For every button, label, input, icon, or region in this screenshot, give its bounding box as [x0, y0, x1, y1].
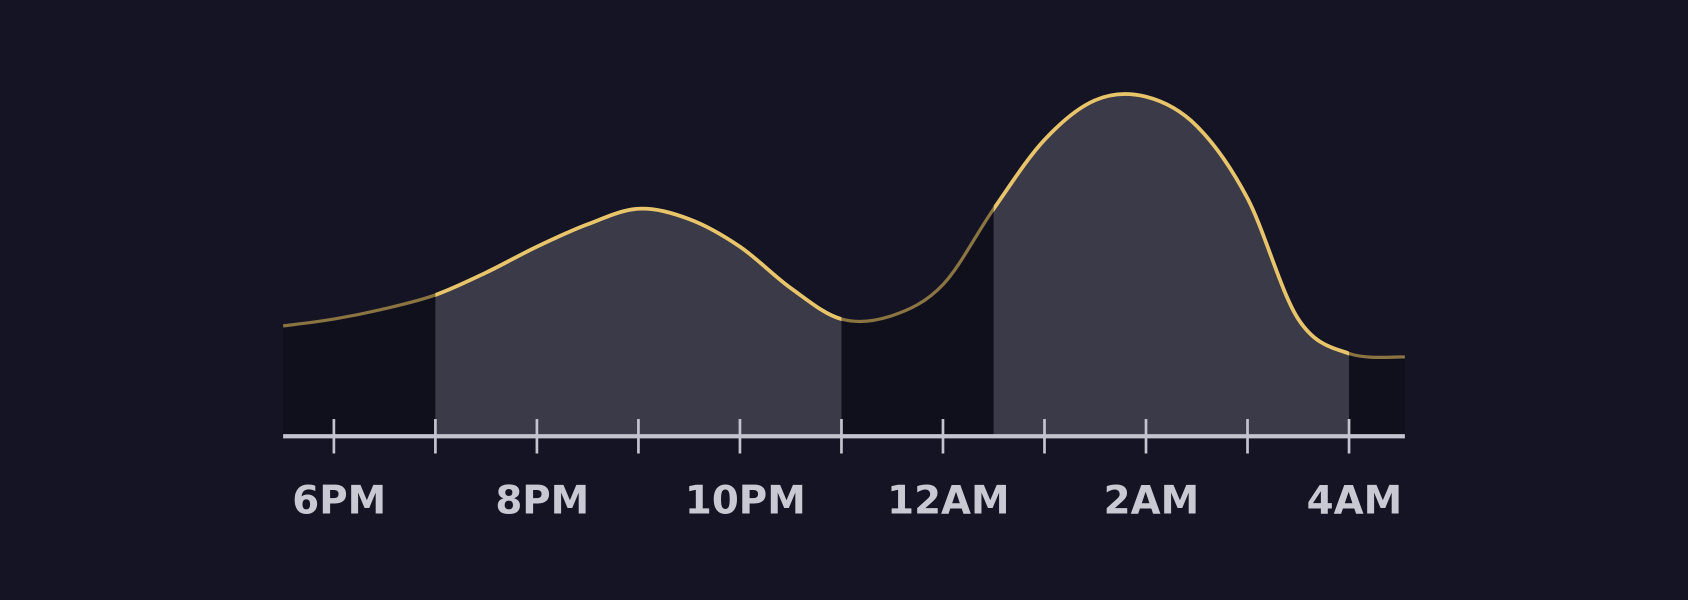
x-tick-label: 4AM [1307, 479, 1402, 524]
x-tick-label: 2AM [1104, 479, 1199, 524]
x-tick-label: 8PM [495, 479, 589, 524]
x-tick-label: 6PM [292, 479, 386, 524]
x-tick-label: 10PM [685, 479, 806, 524]
x-tick-label: 12AM [887, 479, 1009, 524]
highlight-area [435, 94, 1350, 437]
